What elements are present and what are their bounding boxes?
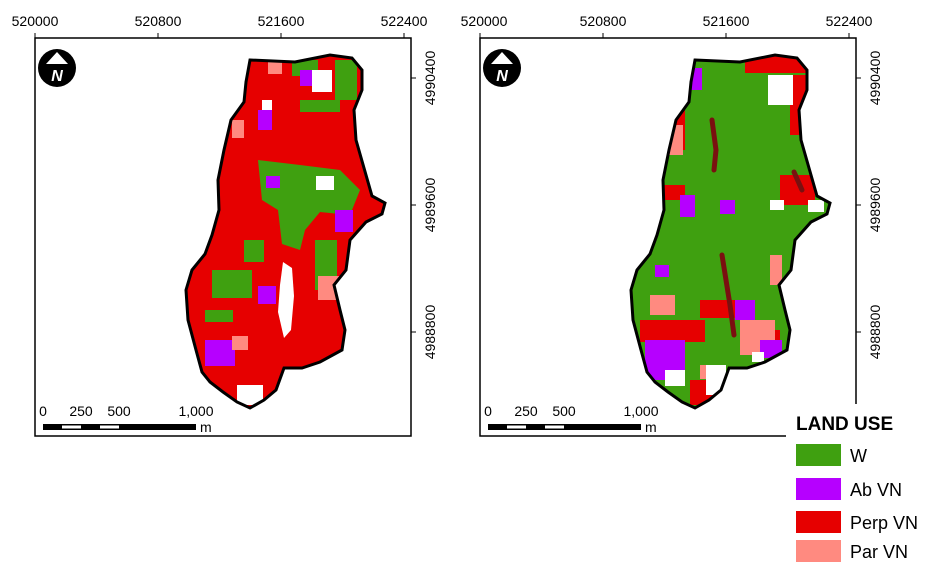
map-left-y-ticks: 4990400 4989600 4988800	[411, 51, 438, 360]
map-right-scalebar: 0 250 500 1,000 m	[484, 403, 659, 435]
map-left-y-tick-label: 4990400	[422, 51, 438, 106]
scalebar-label: 0	[39, 403, 47, 419]
scalebar-bar	[488, 424, 641, 430]
land-use-ab-vn-patches	[645, 68, 782, 380]
map-left-x-tick-label: 521600	[258, 13, 305, 29]
map-right-y-tick-label: 4988800	[867, 305, 883, 360]
legend-swatch-w	[796, 444, 841, 466]
scalebar-label: 500	[552, 403, 576, 419]
legend-swatch-par-vn	[796, 540, 841, 562]
legend-label-par-vn: Par VN	[850, 542, 908, 562]
scalebar-label: 0	[484, 403, 492, 419]
map-right-y-tick-label: 4990400	[867, 51, 883, 106]
map-right-x-tick-label: 520000	[461, 13, 508, 29]
scalebar-label: 250	[514, 403, 538, 419]
map-left: 520000 520800 521600 522400 4990400 4989…	[12, 13, 438, 437]
north-arrow-head	[46, 52, 68, 64]
map-left-x-ticks: 520000 520800 521600 522400	[12, 13, 428, 38]
map-left-x-tick-label: 522400	[381, 13, 428, 29]
legend-label-ab-vn: Ab VN	[850, 480, 902, 500]
map-right-x-ticks: 520000 520800 521600 522400	[461, 13, 873, 38]
land-use-w-patches	[205, 60, 360, 322]
legend-label-perp-vn: Perp VN	[850, 513, 918, 533]
map-right-x-tick-label: 521600	[703, 13, 750, 29]
map-left-scalebar: 0 250 500 1,000 m	[39, 403, 214, 435]
legend-swatch-ab-vn	[796, 478, 841, 500]
map-left-y-tick-label: 4988800	[422, 305, 438, 360]
north-arrow-label: N	[51, 68, 63, 85]
scalebar-bar	[43, 424, 196, 430]
north-arrow-label: N	[496, 68, 508, 85]
scalebar-label: 500	[107, 403, 131, 419]
north-arrow-icon	[483, 49, 521, 87]
land-use-par-vn-patches	[650, 125, 782, 379]
map-right-y-ticks: 4990400 4989600 4988800	[856, 51, 883, 360]
unclassified-gaps	[237, 70, 334, 405]
legend: LAND USE W Ab VN Perp VN Par VN	[786, 404, 935, 562]
map-right: 520000 520800 521600 522400 4990400 4989…	[461, 13, 883, 437]
legend-swatch-perp-vn	[796, 511, 841, 533]
land-use-ab-vn-patches	[205, 70, 353, 366]
legend-label-w: W	[850, 446, 867, 466]
map-left-x-tick-label: 520800	[135, 13, 182, 29]
map-right-y-tick-label: 4989600	[867, 178, 883, 233]
scalebar-label: 250	[69, 403, 93, 419]
unclassified-gaps	[665, 75, 824, 395]
map-right-x-tick-label: 522400	[826, 13, 873, 29]
map-right-x-tick-label: 520800	[580, 13, 627, 29]
map-left-north-arrow: N	[38, 49, 76, 87]
scalebar-label: 1,000	[623, 403, 658, 419]
scalebar-label: 1,000	[178, 403, 213, 419]
legend-title: LAND USE	[796, 414, 893, 435]
north-arrow-icon	[38, 49, 76, 87]
map-left-x-tick-label: 520000	[12, 13, 59, 29]
north-arrow-head	[491, 52, 513, 64]
water-course	[709, 117, 805, 338]
map-left-y-tick-label: 4989600	[422, 178, 438, 233]
map-right-north-arrow: N	[483, 49, 521, 87]
scalebar-unit: m	[200, 419, 212, 435]
scalebar-unit: m	[645, 419, 657, 435]
